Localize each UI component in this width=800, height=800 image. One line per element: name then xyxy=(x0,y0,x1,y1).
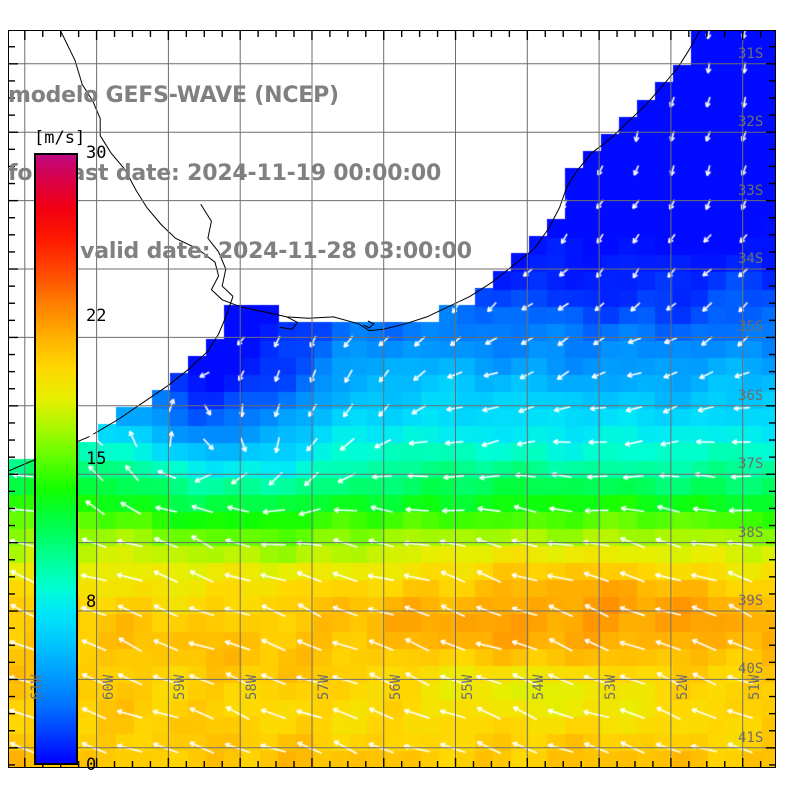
lon-label-56W: 56W xyxy=(387,674,404,700)
lon-label-60W: 60W xyxy=(100,674,117,700)
lat-label-40S: 40S xyxy=(738,661,764,678)
map-title-block: modelo GEFS-WAVE (NCEP) forecast date: 2… xyxy=(8,31,568,317)
lat-label-37S: 37S xyxy=(738,456,764,473)
colorbar-gradient xyxy=(34,153,78,765)
colorbar: [m/s] 30 22 15 8 0 xyxy=(30,128,125,778)
lon-label-58W: 58W xyxy=(244,674,261,700)
colorbar-units-label: [m/s] xyxy=(34,128,86,148)
colorbar-tick-22: 22 xyxy=(86,306,107,327)
wind-direction-arrows xyxy=(9,31,775,767)
lon-label-57W: 57W xyxy=(315,674,332,700)
lat-label-31S: 31S xyxy=(738,45,764,62)
model-title: modelo GEFS-WAVE (NCEP) xyxy=(8,83,339,108)
lat-label-39S: 39S xyxy=(738,593,764,610)
axis-tick-marks xyxy=(9,31,775,767)
lat-label-38S: 38S xyxy=(738,524,764,541)
lon-label-59W: 59W xyxy=(172,674,189,700)
lon-label-55W: 55W xyxy=(459,674,476,700)
lat-label-35S: 35S xyxy=(738,319,764,336)
colorbar-tick-0: 0 xyxy=(86,755,97,775)
lon-label-53W: 53W xyxy=(603,674,620,700)
colorbar-tick-30: 30 xyxy=(86,143,107,163)
colorbar-tick-8: 8 xyxy=(86,591,97,612)
lat-label-34S: 34S xyxy=(738,251,764,268)
lat-label-41S: 41S xyxy=(738,729,764,746)
lon-label-51W: 51W xyxy=(746,674,763,700)
lon-label-54W: 54W xyxy=(531,674,548,700)
lat-lon-gridlines xyxy=(9,31,775,767)
colorbar-tick-15: 15 xyxy=(86,449,107,469)
lon-label-61W: 61W xyxy=(28,674,45,700)
lat-label-32S: 32S xyxy=(738,114,764,131)
map-plot-frame xyxy=(8,30,776,768)
lon-label-52W: 52W xyxy=(674,674,691,700)
lat-label-33S: 33S xyxy=(738,182,764,199)
lat-label-36S: 36S xyxy=(738,387,764,404)
valid-date-label: valid date: 2024-11-28 03:00:00 xyxy=(80,239,472,264)
